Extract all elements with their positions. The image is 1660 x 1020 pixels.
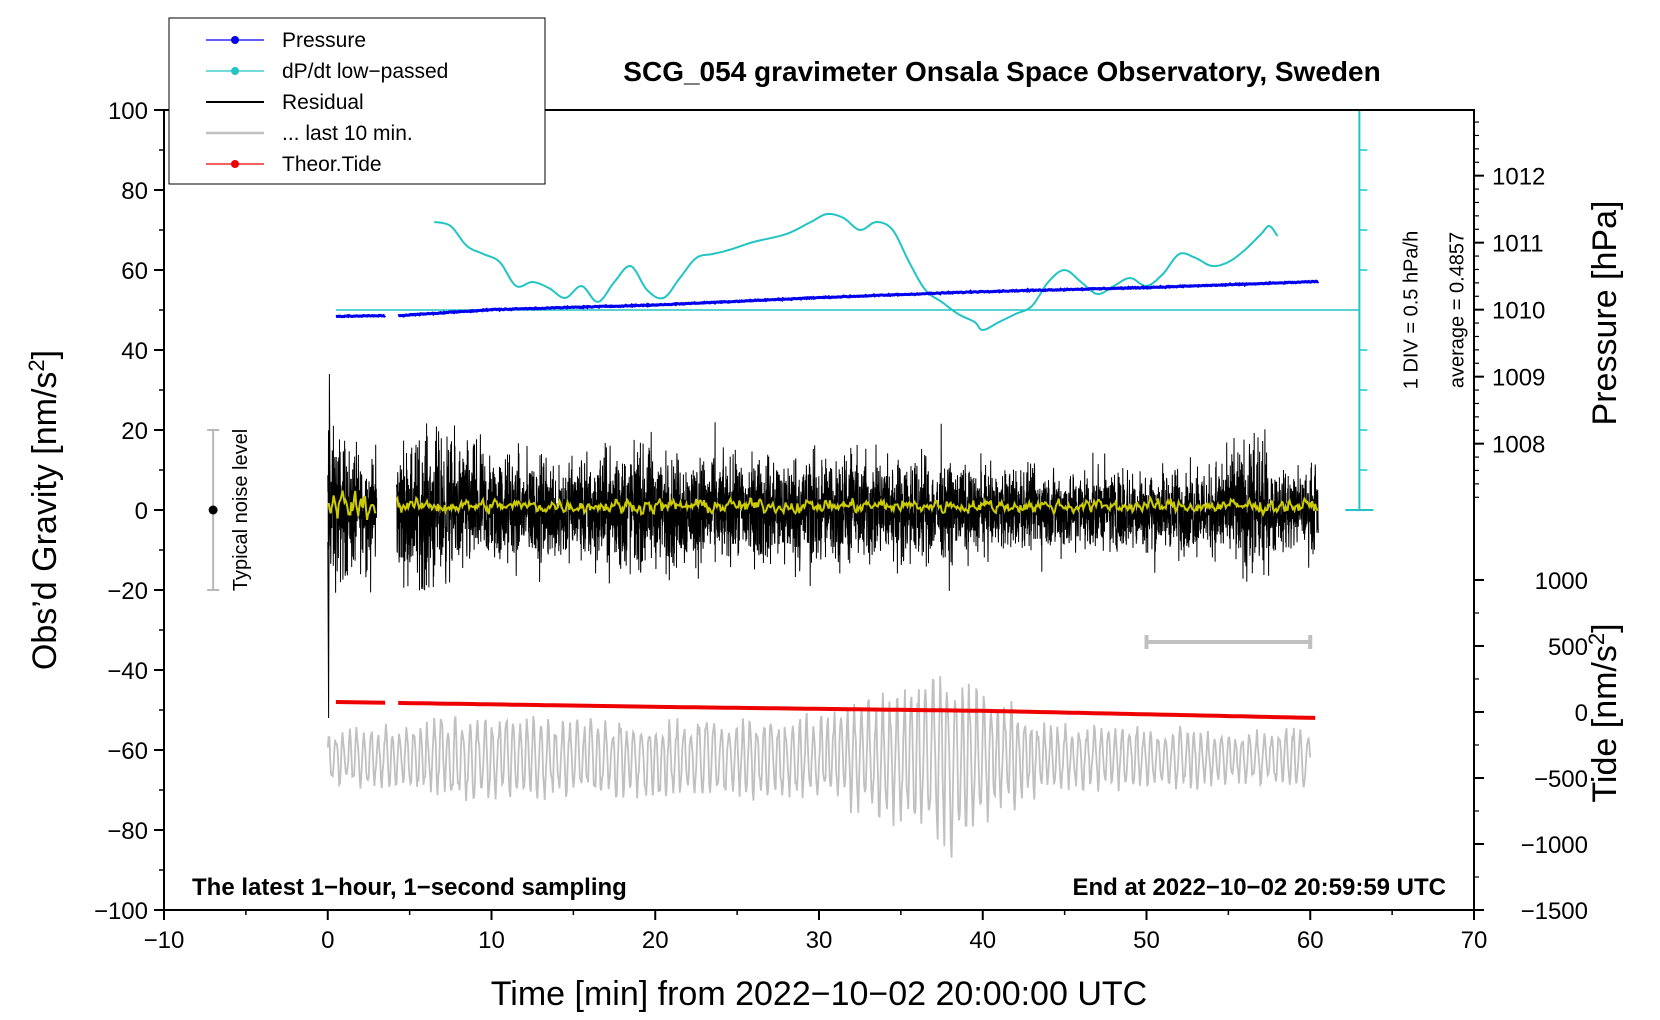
- chart-title: SCG_054 gravimeter Onsala Space Observat…: [623, 56, 1380, 87]
- smoothed-residual-line: [326, 490, 377, 521]
- chart-annotations: Typical noise level: [207, 429, 1313, 649]
- legend-label: Pressure: [282, 29, 366, 52]
- tide-series: [335, 700, 1316, 720]
- x-tick-label: 30: [806, 927, 833, 954]
- pressure-tick-label: 1009: [1492, 365, 1545, 392]
- y-axis-title-tide: Tide [nm/s2]: [1584, 623, 1624, 802]
- x-tick-label: −10: [144, 927, 185, 954]
- legend-label: Theor.Tide: [282, 153, 382, 176]
- y-tick-label: −20: [107, 578, 148, 605]
- legend-label: Residual: [282, 91, 364, 114]
- legend: Pressure dP/dt low−passed Residual ... last…: [206, 29, 448, 176]
- tide-tick-label: 1000: [1535, 568, 1588, 595]
- legend-label: ... last 10 min.: [282, 122, 413, 145]
- y-axis-title-pressure: Pressure [hPa]: [1586, 201, 1624, 426]
- tide-tick-label: −1000: [1521, 832, 1588, 859]
- smoothed-residual-series: [326, 490, 1319, 521]
- last-10-min-series: [326, 676, 1312, 858]
- last-10-min-line: [326, 676, 1312, 858]
- tide-tick-label: −1500: [1521, 898, 1588, 925]
- scale-bar-label-div: 1 DIV = 0.5 hPa/h: [1400, 231, 1422, 389]
- footer-right: End at 2022−10−02 20:59:59 UTC: [1072, 874, 1446, 901]
- x-axis-title: Time [min] from 2022−10−02 20:00:00 UTC: [491, 975, 1147, 1013]
- y-tick-label: 40: [121, 338, 148, 365]
- residual-startup-spike: [327, 373, 331, 719]
- legend-marker: [231, 67, 239, 75]
- pressure-tick-label: 1011: [1492, 231, 1544, 258]
- y-axis-title-left: Obs’d Gravity [nm/s2]: [24, 350, 64, 670]
- y-tick-label: 20: [121, 418, 148, 445]
- tide-tick-label: 0: [1575, 700, 1588, 727]
- x-tick-label: 50: [1133, 927, 1160, 954]
- pressure-tick-label: 1012: [1492, 164, 1545, 191]
- tide-line: [335, 700, 386, 705]
- tide-tick-label: 500: [1548, 634, 1588, 661]
- smoothed-residual-line: [395, 494, 1319, 518]
- pressure-series: [335, 279, 1320, 319]
- scale-bar-label-average: average = 0.4857: [1446, 232, 1468, 388]
- x-tick-label: 60: [1297, 927, 1324, 954]
- dpdt-line: [434, 212, 1279, 332]
- pressure-line: [335, 313, 387, 319]
- residual-line: [327, 425, 378, 593]
- y-tick-label: 60: [121, 258, 148, 285]
- x-tick-label: 20: [642, 927, 669, 954]
- footer-left: The latest 1−hour, 1−second sampling: [192, 874, 627, 901]
- x-tick-label: 0: [321, 927, 334, 954]
- pressure-tick-label: 1008: [1492, 432, 1545, 459]
- pressure-tick-label: 1010: [1492, 298, 1545, 325]
- y-tick-label: 100: [108, 98, 148, 125]
- axes: −10 0 10 20 30 40 50 60 70100806040200−20−40−60−…: [94, 98, 1588, 954]
- y-tick-label: −40: [107, 658, 148, 685]
- x-tick-label: 40: [969, 927, 996, 954]
- tide-line: [398, 700, 1316, 720]
- tide-tick-label: −500: [1534, 766, 1588, 793]
- y-tick-label: −100: [94, 898, 148, 925]
- residual-series: [327, 373, 1319, 719]
- x-tick-label: 10: [478, 927, 505, 954]
- noise-level-dot: [208, 505, 218, 515]
- y-tick-label: −60: [107, 738, 148, 765]
- x-tick-label: 70: [1461, 927, 1488, 954]
- dpdt-series: 1 DIV = 0.5 hPa/h average = 0.4857: [335, 109, 1468, 511]
- noise-level-label: Typical noise level: [230, 429, 252, 591]
- legend-marker: [231, 36, 239, 44]
- y-tick-label: 0: [135, 498, 148, 525]
- y-tick-label: 80: [121, 178, 148, 205]
- legend-marker: [231, 160, 239, 168]
- legend-label: dP/dt low−passed: [282, 60, 448, 83]
- pressure-line: [397, 279, 1320, 318]
- y-tick-label: −80: [107, 818, 148, 845]
